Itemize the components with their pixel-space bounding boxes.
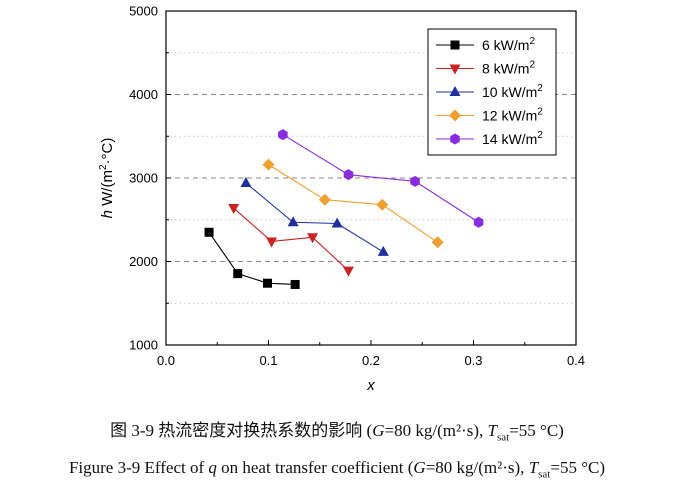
data-point bbox=[431, 236, 444, 249]
x-axis-label: x bbox=[366, 377, 375, 394]
legend-label: 8 kW/m2 bbox=[482, 60, 535, 77]
caption-en-text: Figure 3-9 Effect of q on heat transfer … bbox=[68, 458, 606, 481]
y-axis-label: h W/(m2·°C) bbox=[98, 138, 116, 219]
data-point bbox=[331, 217, 343, 228]
data-point bbox=[410, 175, 420, 187]
series-line bbox=[245, 182, 384, 253]
x-tick-label: 0.2 bbox=[362, 353, 380, 368]
x-tick-label: 0.4 bbox=[567, 353, 585, 368]
data-point bbox=[343, 169, 354, 181]
series-2 bbox=[228, 204, 354, 277]
data-point bbox=[278, 129, 288, 141]
series-line bbox=[282, 134, 479, 223]
legend-marker bbox=[449, 64, 461, 75]
y-tick-label: 1000 bbox=[129, 338, 158, 353]
legend-label: 6 kW/m2 bbox=[482, 36, 535, 53]
legend-item: 6 kW/m2 bbox=[436, 36, 535, 53]
legend: 6 kW/m2 8 kW/m2 10 kW/m2 12 kW/m2 14 kW/m2 bbox=[427, 28, 557, 156]
series-5 bbox=[278, 129, 484, 228]
legend-item: 12 kW/m2 bbox=[436, 107, 543, 124]
legend-label: 12 kW/m2 bbox=[482, 107, 543, 124]
x-tick-label: 0.3 bbox=[464, 353, 482, 368]
legend-item: 14 kW/m2 bbox=[436, 130, 543, 147]
legend-marker bbox=[449, 86, 461, 96]
data-point bbox=[204, 227, 214, 237]
series-1 bbox=[204, 227, 300, 289]
data-point bbox=[233, 269, 243, 279]
x-tick-label: 0.0 bbox=[157, 353, 175, 368]
series-line bbox=[208, 231, 296, 286]
data-point bbox=[240, 177, 252, 188]
legend-marker bbox=[450, 40, 460, 50]
x-tick-label: 0.1 bbox=[259, 353, 277, 368]
data-point bbox=[376, 198, 389, 211]
data-point bbox=[228, 204, 240, 215]
legend-item: 10 kW/m2 bbox=[436, 83, 543, 100]
data-point bbox=[473, 216, 484, 228]
legend-label: 10 kW/m2 bbox=[482, 83, 543, 100]
legend-marker bbox=[450, 133, 460, 145]
legend-label: 14 kW/m2 bbox=[482, 130, 543, 147]
y-tick-label: 2000 bbox=[129, 254, 158, 269]
chart: 0.0 0.1 0.2 0.3 0.4 1000 2000 3000 4000 5000 6 kW… bbox=[98, 4, 585, 395]
y-tick-label: 3000 bbox=[129, 171, 158, 186]
data-point bbox=[342, 266, 354, 277]
y-tick-label: 5000 bbox=[129, 4, 158, 19]
data-point bbox=[318, 193, 331, 206]
series-group bbox=[204, 129, 484, 289]
data-point bbox=[262, 278, 272, 288]
y-tick-label: 4000 bbox=[129, 87, 158, 102]
series-4 bbox=[262, 158, 444, 249]
data-point bbox=[287, 216, 299, 227]
caption-cn-text: 图 3-9 热流密度对换热系数的影响 (G=80 kg/(m²·s), Tsat… bbox=[110, 421, 564, 444]
data-point bbox=[377, 245, 389, 256]
legend-marker bbox=[449, 109, 461, 122]
figure-caption-chinese: 图 3-9 热流密度对换热系数的影响 (G=80 kg/(m²·s), Tsat… bbox=[0, 416, 674, 443]
legend-item: 8 kW/m2 bbox=[436, 60, 535, 77]
series-line bbox=[268, 164, 438, 243]
data-point bbox=[266, 237, 278, 248]
data-point bbox=[262, 158, 275, 171]
data-point bbox=[290, 279, 300, 289]
series-line bbox=[233, 207, 349, 272]
series-3 bbox=[240, 177, 389, 256]
data-point bbox=[307, 233, 319, 244]
grid-lines bbox=[166, 52, 576, 304]
figure-caption-english: Figure 3-9 Effect of q on heat transfer … bbox=[0, 458, 674, 480]
axis-ticks: 0.0 0.1 0.2 0.3 0.4 1000 2000 3000 4000 5000 bbox=[129, 4, 585, 369]
